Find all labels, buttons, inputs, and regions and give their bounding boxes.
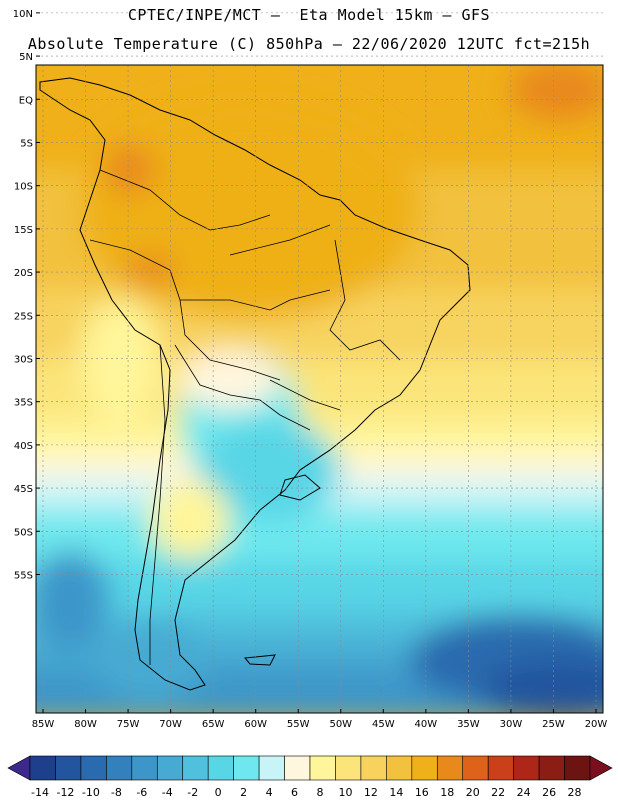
colorbar-cell [335, 755, 362, 781]
lat-label: EQ [19, 95, 33, 106]
colorbar-label: 26 [542, 786, 556, 799]
lon-label: 40W [415, 719, 438, 730]
lon-label: 65W [202, 719, 225, 730]
lon-label: 25W [542, 719, 565, 730]
lat-label: 5N [19, 52, 33, 63]
colorbar-cell [436, 755, 464, 781]
lon-label: 75W [117, 719, 140, 730]
colorbar-cell [29, 755, 56, 781]
colorbar-label: -8 [111, 786, 122, 799]
colorbar-label: 8 [317, 786, 324, 799]
temperature-map: 15N10N5NEQ5S10S15S20S25S30S35S40S45S50S5… [13, 9, 608, 730]
lon-label: 60W [244, 719, 267, 730]
map-frame [35, 64, 604, 714]
lat-label: 15S [14, 225, 33, 236]
colorbar-label: -2 [187, 786, 198, 799]
colorbar-cell [538, 755, 565, 781]
lat-label: 35S [14, 398, 33, 409]
lon-label: 55W [287, 719, 310, 730]
colorbar-label: 16 [415, 786, 429, 799]
colorbar-label: 4 [266, 786, 273, 799]
lat-label: 10N [13, 9, 33, 20]
colorbar-cell [309, 755, 336, 781]
colorbar-cell [360, 755, 387, 781]
colorbar-label: 18 [440, 786, 454, 799]
colorbar-cell [80, 755, 107, 781]
colorbar-label: -12 [56, 786, 74, 799]
lat-label: 55S [14, 570, 33, 581]
colorbar-cell [487, 755, 514, 781]
longitude-labels: 85W 80W 75W 70W 65W 60W 55W 50W 45W 40W 35W 30W 25W 2… [32, 709, 608, 730]
lon-label: 35W [457, 719, 480, 730]
colorbar-label: 28 [568, 786, 582, 799]
lat-label: 40S [14, 441, 33, 452]
colorbar-label: 20 [466, 786, 480, 799]
colorbar: -14 -12 -10 -8 -6 -4 -2 0 2 4 6 8 10 12 14 16 18 20 22 24 26… [7, 755, 613, 799]
colorbar-label: -14 [31, 786, 49, 799]
colorbar-left-arrow [7, 755, 31, 781]
colorbar-cell [564, 755, 591, 781]
colorbar-label: 10 [338, 786, 352, 799]
lat-label: 20S [14, 268, 33, 279]
lat-label: 50S [14, 527, 33, 538]
colorbar-cell [411, 755, 438, 781]
lon-label: 50W [329, 719, 352, 730]
colorbar-cell [462, 755, 489, 781]
colorbar-right-arrow [589, 755, 613, 781]
lon-label: 30W [500, 719, 523, 730]
lat-label: 30S [14, 354, 33, 365]
colorbar-label: 24 [517, 786, 531, 799]
colorbar-cell [106, 755, 133, 781]
colorbar-cell [182, 755, 209, 781]
colorbar-cell [55, 755, 82, 781]
map-title: CPTEC/INPE/MCT – Eta Model 15km – GFS [127, 6, 491, 24]
colorbar-label: 6 [291, 786, 298, 799]
colorbar-label: 14 [389, 786, 403, 799]
colorbar-cell [233, 755, 260, 781]
lat-label: 10S [14, 182, 33, 193]
temperature-field [36, 65, 603, 713]
lon-label: 20W [585, 719, 608, 730]
lat-label: 5S [20, 138, 33, 149]
coastlines [39, 77, 471, 691]
colorbar-cell [131, 755, 158, 781]
colorbar-label: 0 [215, 786, 222, 799]
colorbar-cell [156, 755, 184, 781]
lat-label: 25S [14, 311, 33, 322]
colorbar-label: -10 [82, 786, 100, 799]
colorbar-cell [513, 755, 540, 781]
lat-label: 45S [14, 484, 33, 495]
lon-label: 70W [159, 719, 182, 730]
colorbar-cell [207, 755, 234, 781]
colorbar-cell [284, 755, 311, 781]
map-subtitle: Absolute Temperature (C) 850hPa – 22/06/… [27, 35, 591, 53]
colorbar-label: -4 [162, 786, 173, 799]
latitude-labels: 15N10N5NEQ5S10S15S20S25S30S35S40S45S50S5… [13, 9, 40, 581]
lon-label: 80W [74, 719, 97, 730]
colorbar-cell [258, 755, 285, 781]
graticule [36, 12, 603, 713]
lon-label: 45W [372, 719, 395, 730]
colorbar-label: 2 [240, 786, 247, 799]
lon-label: 85W [32, 719, 55, 730]
colorbar-label: 22 [491, 786, 505, 799]
colorbar-label: 12 [364, 786, 378, 799]
colorbar-cell [386, 755, 413, 781]
colorbar-label: -6 [136, 786, 147, 799]
